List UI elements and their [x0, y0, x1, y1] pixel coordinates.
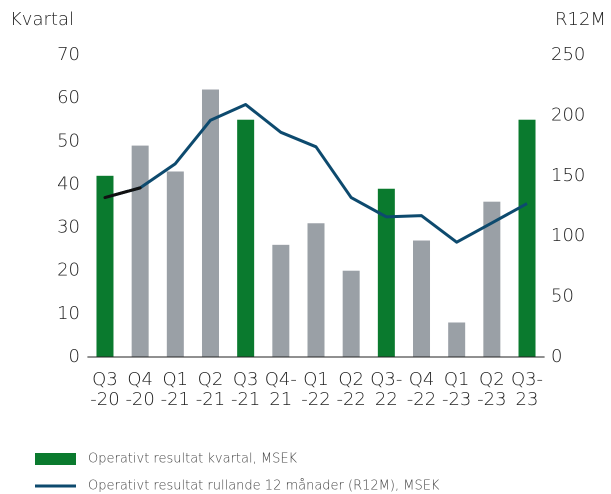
- y2-tick-label: 150: [551, 165, 585, 186]
- x-tick-label: Q3: [233, 369, 259, 390]
- x-tick-label: -23: [477, 389, 506, 410]
- x-tick-label: Q2: [479, 369, 505, 390]
- line-start-segment: [103, 186, 142, 200]
- x-tick-label: 21: [269, 389, 292, 410]
- y-tick-label: 0: [69, 346, 80, 367]
- bar: [272, 244, 290, 357]
- x-tick-label: Q3-: [370, 369, 402, 390]
- x-tick-label: -21: [161, 389, 190, 410]
- bar: [518, 119, 536, 357]
- y-tick-label: 50: [57, 130, 80, 151]
- x-tick-label: Q4: [127, 369, 153, 390]
- y-tick-label: 70: [57, 44, 80, 65]
- x-tick-label: -21: [196, 389, 225, 410]
- x-tick-label: Q3: [92, 369, 118, 390]
- y-tick-label: 10: [57, 303, 80, 324]
- y2-tick-label: 250: [551, 44, 585, 65]
- x-tick-label: 22: [375, 389, 398, 410]
- legend-label: Operativt resultat kvartal, MSEK: [88, 452, 298, 467]
- y-tick-label: 40: [57, 173, 80, 194]
- line: [104, 103, 528, 244]
- bar: [96, 175, 114, 357]
- x-tick-label: Q4: [409, 369, 435, 390]
- bar: [166, 171, 184, 357]
- x-tick-label: Q4-: [265, 369, 297, 390]
- legend-label: Operativt resultat rullande 12 månader (…: [88, 479, 440, 494]
- bar: [237, 119, 255, 357]
- y-tick-label: 20: [57, 260, 80, 281]
- legend-swatch: [35, 453, 76, 465]
- x-tick-label: -20: [125, 389, 154, 410]
- x-tick-label: Q1: [444, 369, 470, 390]
- bar: [448, 322, 466, 357]
- x-tick-label: -22: [407, 389, 436, 410]
- bar: [483, 201, 501, 357]
- bar: [307, 223, 325, 357]
- y-tick-label: 30: [57, 217, 80, 238]
- x-tick-label: Q1: [163, 369, 189, 390]
- bar: [342, 270, 360, 357]
- y2-tick-label: 50: [551, 286, 574, 307]
- y2-tick-label: 100: [551, 225, 585, 246]
- x-tick-label: -22: [336, 389, 365, 410]
- x-tick-label: -23: [442, 389, 471, 410]
- x-tick-label: -22: [301, 389, 330, 410]
- bar: [377, 188, 395, 357]
- x-tick-label: -20: [90, 389, 119, 410]
- x-tick-label: Q3-: [511, 369, 543, 390]
- y2-axis-title: R12M: [555, 9, 606, 30]
- y2-tick-label: 200: [551, 104, 585, 125]
- y-axis-title: Kvartal: [10, 9, 74, 30]
- x-tick-label: Q2: [338, 369, 364, 390]
- y2-tick-label: 0: [551, 346, 562, 367]
- x-tick-label: Q2: [198, 369, 224, 390]
- y-tick-label: 60: [57, 87, 80, 108]
- bar: [201, 89, 219, 357]
- x-tick-label: -21: [231, 389, 260, 410]
- bar: [413, 240, 431, 357]
- x-tick-label: Q1: [303, 369, 329, 390]
- bar: [131, 145, 149, 357]
- x-tick-label: 23: [516, 389, 539, 410]
